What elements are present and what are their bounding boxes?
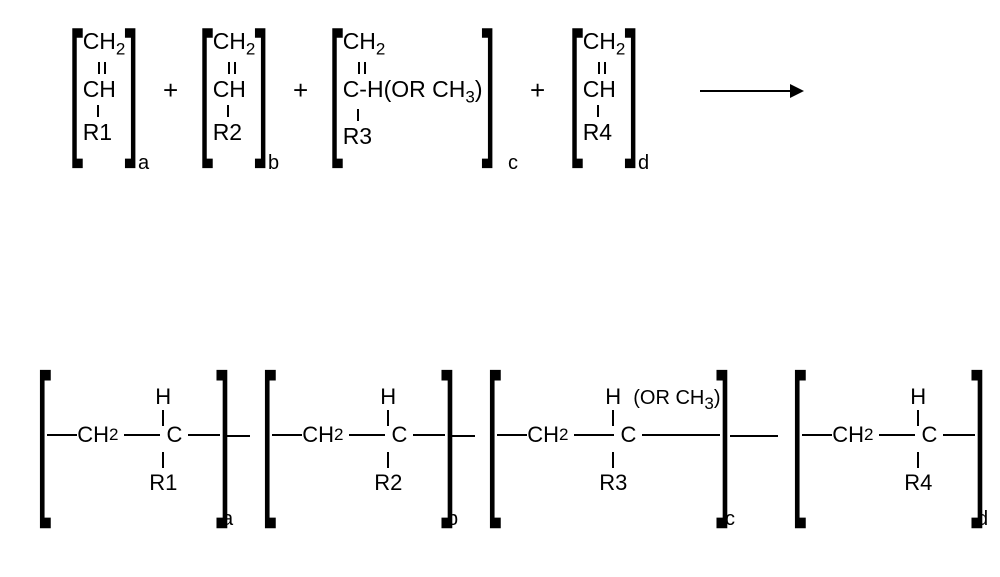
ch-label: CH	[213, 76, 246, 103]
left-bracket-icon: [	[69, 20, 84, 150]
chain-bond-icon	[497, 434, 527, 436]
ch-label: C-H(OR CH	[343, 76, 466, 102]
subscript-d: d	[977, 508, 988, 531]
single-bond-icon	[917, 452, 919, 468]
ch2-label: CH	[83, 28, 116, 54]
ch2-label: CH	[77, 422, 109, 448]
monomer-c-structure: CH2 C-H(OR CH3) R3	[343, 20, 483, 150]
c-label: C	[921, 422, 937, 448]
monomer-a: [ CH2 CH R1 ]	[55, 20, 153, 150]
left-bracket-icon: [	[329, 20, 344, 150]
single-bond-icon	[357, 109, 359, 121]
r-group-label: R2	[374, 470, 402, 496]
subscript-c: c	[508, 152, 518, 175]
chain-bond-icon	[879, 434, 915, 436]
chain-bond-icon	[272, 434, 302, 436]
h-label: H	[155, 384, 171, 410]
double-bond-icon	[225, 62, 239, 74]
single-bond-icon	[97, 105, 99, 117]
chain-bond-icon	[349, 434, 385, 436]
ch2-label: CH	[527, 422, 559, 448]
chain-bond-icon	[642, 434, 720, 436]
monomer-b: [ CH2 CH R2 ]	[185, 20, 283, 150]
or-ch3-annotation: (OR CH	[633, 387, 704, 409]
subscript-b: b	[268, 152, 279, 175]
ch2-label: CH	[213, 28, 246, 54]
double-bond-icon	[595, 62, 609, 74]
subscript-b: b	[447, 508, 458, 531]
right-bracket-icon: ]	[255, 20, 270, 150]
r-group-label: R3	[343, 123, 372, 150]
chain-bond-icon	[730, 435, 778, 437]
chain-bond-icon	[47, 434, 77, 436]
ch2-label: CH	[302, 422, 334, 448]
subscript-d: d	[638, 152, 649, 175]
single-bond-icon	[387, 452, 389, 468]
chain-bond-icon	[124, 434, 160, 436]
polymer-c-structure: H (OR CH3) CH2 C R3	[497, 422, 720, 448]
single-bond-icon	[612, 410, 614, 426]
single-bond-icon	[162, 452, 164, 468]
right-bracket-icon: ]	[971, 360, 986, 510]
polymer-unit-d: [ H CH2 C R4 ]	[775, 360, 1000, 510]
single-bond-icon	[597, 105, 599, 117]
reaction-arrow-line-icon	[700, 90, 790, 92]
polymer-unit-b: [ H CH2 C R2 ]	[245, 360, 473, 510]
left-bracket-icon: [	[199, 20, 214, 150]
monomer-a-structure: CH2 CH R1	[83, 20, 126, 146]
r-group-label: R2	[213, 119, 242, 146]
chain-bond-icon	[802, 434, 832, 436]
right-bracket-icon: ]	[125, 20, 140, 150]
single-bond-icon	[612, 452, 614, 468]
monomer-d: [ CH2 CH R4 ]	[555, 20, 653, 150]
polymer-d-structure: H CH2 C R4	[802, 422, 975, 448]
c-label: C	[166, 422, 182, 448]
polymer-unit-c: [ H (OR CH3) CH2 C R3 ]	[470, 360, 748, 510]
chain-bond-icon	[574, 434, 614, 436]
polymer-b-structure: H CH2 C R2	[272, 422, 445, 448]
ch-label: CH	[583, 76, 616, 103]
r-group-label: R1	[149, 470, 177, 496]
polymer-unit-a: [ H CH2 C R1 ]	[20, 360, 248, 510]
ch2-label: CH	[832, 422, 864, 448]
double-bond-icon	[355, 62, 369, 74]
plus-operator: +	[530, 75, 545, 106]
double-bond-icon	[95, 62, 109, 74]
right-bracket-icon: ]	[482, 20, 497, 150]
subscript-c: c	[725, 508, 735, 531]
right-bracket-icon: ]	[625, 20, 640, 150]
h-label: H	[910, 384, 926, 410]
single-bond-icon	[917, 410, 919, 426]
c-label: C	[620, 422, 636, 448]
polymer-a-structure: H CH2 C R1	[47, 422, 220, 448]
monomer-c: [ CH2 C-H(OR CH3) R3 ]	[315, 20, 510, 150]
chemical-reaction-diagram: [ CH2 CH R1 ] a + [ CH2 CH R2 ] b + [ CH…	[0, 0, 1000, 577]
monomer-b-structure: CH2 CH R2	[213, 20, 256, 146]
c-label: C	[391, 422, 407, 448]
left-bracket-icon: [	[569, 20, 584, 150]
plus-operator: +	[163, 75, 178, 106]
subscript-a: a	[138, 152, 149, 175]
h-label: H	[380, 384, 396, 410]
ch-label: CH	[83, 76, 116, 103]
monomer-d-structure: CH2 CH R4	[583, 20, 626, 146]
subscript-a: a	[222, 508, 233, 531]
ch2-label: CH	[343, 28, 376, 54]
plus-operator: +	[293, 75, 308, 106]
ch2-label: CH	[583, 28, 616, 54]
r-group-label: R4	[583, 119, 612, 146]
r-group-label: R3	[599, 470, 627, 496]
r-group-label: R1	[83, 119, 112, 146]
h-label: H	[605, 384, 621, 409]
single-bond-icon	[227, 105, 229, 117]
single-bond-icon	[162, 410, 164, 426]
single-bond-icon	[387, 410, 389, 426]
reaction-arrow-head-icon	[790, 84, 804, 98]
r-group-label: R4	[904, 470, 932, 496]
